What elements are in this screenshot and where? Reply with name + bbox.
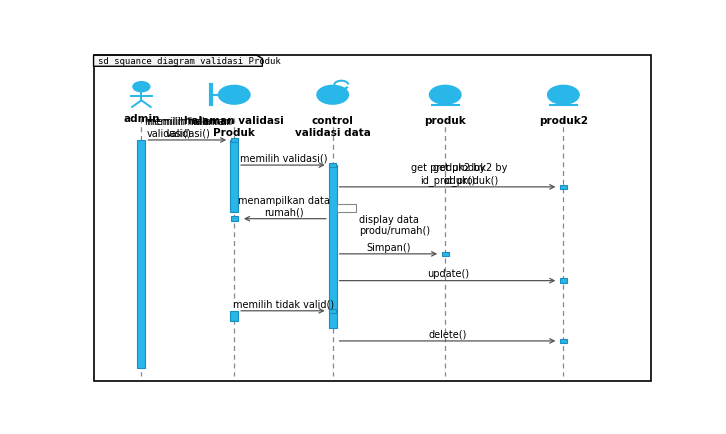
- Text: display data
produ/rumah(): display data produ/rumah(): [359, 214, 431, 236]
- Circle shape: [317, 86, 348, 105]
- Text: update(): update(): [427, 269, 469, 279]
- Text: produk2: produk2: [539, 115, 588, 125]
- Text: memilih halaman
validasi(): memilih halaman validasi(): [147, 117, 232, 138]
- Bar: [231, 138, 238, 143]
- Bar: [230, 141, 238, 213]
- Bar: [337, 204, 356, 213]
- Bar: [560, 339, 567, 343]
- Circle shape: [430, 86, 461, 105]
- Text: memilih tidak valid(): memilih tidak valid(): [233, 299, 334, 309]
- Bar: [230, 311, 238, 321]
- Circle shape: [133, 82, 150, 92]
- Bar: [231, 217, 238, 221]
- Text: get produk2 by
id_produk(): get produk2 by id_produk(): [433, 163, 507, 185]
- Circle shape: [547, 86, 579, 105]
- Bar: [560, 185, 567, 190]
- Text: halaman validasi
Produk: halaman validasi Produk: [184, 115, 284, 138]
- Bar: [560, 279, 567, 283]
- Text: delete(): delete(): [429, 329, 468, 339]
- Text: memilih validasi(): memilih validasi(): [240, 153, 327, 163]
- Bar: [441, 252, 449, 256]
- Polygon shape: [94, 56, 262, 67]
- Bar: [329, 309, 336, 313]
- Text: Simpan(): Simpan(): [367, 242, 411, 252]
- Text: get produk2 by
id_produk(): get produk2 by id_produk(): [411, 163, 485, 185]
- Text: memilih halaman
validasi(): memilih halaman validasi(): [145, 117, 230, 138]
- Text: admin: admin: [123, 114, 160, 124]
- Text: sd squance diagram validasi Produk: sd squance diagram validasi Produk: [97, 57, 280, 66]
- Bar: [329, 166, 337, 328]
- Circle shape: [219, 86, 250, 105]
- Bar: [329, 164, 336, 168]
- Bar: [137, 141, 145, 368]
- Text: produk: produk: [424, 115, 466, 125]
- Text: control
validasi data: control validasi data: [295, 115, 371, 138]
- Text: menampilkan data
rumah(): menampilkan data rumah(): [237, 195, 330, 217]
